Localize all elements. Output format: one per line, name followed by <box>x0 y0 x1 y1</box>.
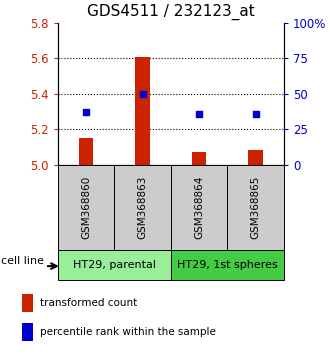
Bar <box>58 250 171 280</box>
Bar <box>248 150 263 165</box>
Bar <box>135 57 149 165</box>
Bar <box>22 295 33 312</box>
Point <box>196 111 202 116</box>
Bar <box>227 165 284 250</box>
Bar <box>58 165 114 250</box>
Bar <box>171 250 284 280</box>
Text: GSM368864: GSM368864 <box>194 175 204 239</box>
Bar <box>171 165 227 250</box>
Text: HT29, 1st spheres: HT29, 1st spheres <box>177 259 278 270</box>
Text: GSM368865: GSM368865 <box>250 175 261 239</box>
Text: percentile rank within the sample: percentile rank within the sample <box>40 327 215 337</box>
Point <box>83 109 89 115</box>
Text: cell line: cell line <box>1 256 44 266</box>
Text: HT29, parental: HT29, parental <box>73 259 156 270</box>
Bar <box>79 138 93 165</box>
Text: GSM368860: GSM368860 <box>81 176 91 239</box>
Bar <box>22 323 33 341</box>
Bar <box>114 165 171 250</box>
Title: GDS4511 / 232123_at: GDS4511 / 232123_at <box>87 4 255 20</box>
Bar <box>192 152 206 165</box>
Text: transformed count: transformed count <box>40 298 137 308</box>
Text: GSM368863: GSM368863 <box>138 175 148 239</box>
Point <box>140 91 145 97</box>
Point <box>253 111 258 116</box>
